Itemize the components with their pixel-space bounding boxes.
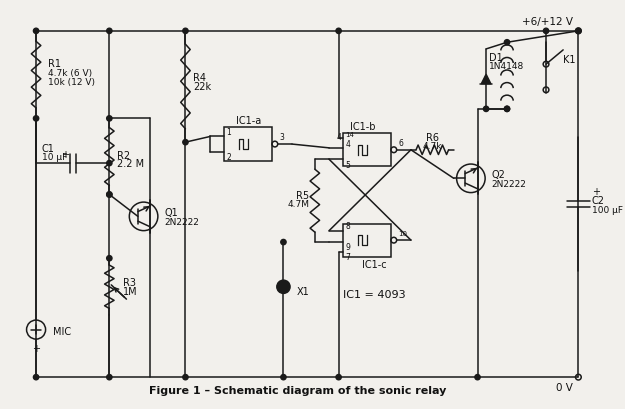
Text: 1: 1 — [226, 128, 231, 137]
Circle shape — [107, 161, 112, 166]
Text: IC1-b: IC1-b — [349, 121, 375, 131]
Circle shape — [107, 29, 112, 34]
Text: +: + — [32, 343, 40, 353]
Text: R5: R5 — [296, 191, 309, 200]
Text: 10: 10 — [399, 230, 408, 236]
Circle shape — [475, 375, 480, 380]
Text: C2: C2 — [592, 196, 605, 206]
Text: 6: 6 — [399, 138, 403, 147]
Circle shape — [182, 375, 188, 380]
Circle shape — [33, 117, 39, 122]
Text: 1N4148: 1N4148 — [489, 61, 524, 70]
Text: C1: C1 — [42, 144, 54, 153]
Text: 3: 3 — [279, 133, 284, 142]
Circle shape — [576, 29, 581, 34]
Polygon shape — [481, 75, 491, 84]
Text: IC1-c: IC1-c — [362, 260, 387, 270]
Circle shape — [33, 375, 39, 380]
Circle shape — [107, 192, 112, 198]
Circle shape — [543, 29, 549, 34]
Text: +: + — [61, 149, 69, 159]
Text: 2N2222: 2N2222 — [492, 179, 527, 188]
Text: Figure 1 – Schematic diagram of the sonic relay: Figure 1 – Schematic diagram of the soni… — [149, 386, 446, 396]
Text: 4: 4 — [336, 133, 341, 142]
Circle shape — [107, 192, 112, 198]
Text: 14: 14 — [345, 131, 354, 137]
Text: R4: R4 — [193, 73, 206, 83]
Circle shape — [336, 29, 341, 34]
Circle shape — [107, 256, 112, 261]
Text: X1: X1 — [297, 286, 309, 296]
Text: Q1: Q1 — [164, 207, 178, 217]
Circle shape — [504, 107, 509, 112]
Circle shape — [504, 107, 509, 112]
Text: 22k: 22k — [193, 82, 211, 92]
Text: +: + — [592, 186, 600, 196]
Circle shape — [33, 29, 39, 34]
Text: 2: 2 — [226, 153, 231, 162]
Text: 7: 7 — [345, 252, 350, 261]
Text: 4.7M: 4.7M — [287, 200, 309, 209]
Text: R6: R6 — [426, 133, 439, 143]
Text: 9: 9 — [345, 243, 350, 252]
Text: 8: 8 — [345, 222, 350, 231]
Circle shape — [107, 375, 112, 380]
Text: 100 μF: 100 μF — [592, 206, 622, 215]
Text: IC1-a: IC1-a — [236, 115, 261, 126]
Text: R2: R2 — [117, 150, 130, 160]
Text: IC1 = 4093: IC1 = 4093 — [342, 290, 405, 300]
Text: 0 V: 0 V — [556, 382, 572, 392]
Text: 5: 5 — [345, 160, 350, 169]
Circle shape — [483, 107, 489, 112]
Circle shape — [107, 117, 112, 122]
Circle shape — [281, 240, 286, 245]
Text: 10 μF: 10 μF — [42, 153, 67, 162]
Text: 4.7k: 4.7k — [422, 142, 442, 151]
Text: R1: R1 — [49, 59, 61, 69]
Circle shape — [504, 40, 509, 46]
Circle shape — [182, 29, 188, 34]
Text: 2.2 M: 2.2 M — [117, 159, 144, 169]
Circle shape — [281, 375, 286, 380]
Text: +6/+12 V: +6/+12 V — [522, 17, 572, 27]
Circle shape — [182, 140, 188, 146]
Circle shape — [277, 281, 290, 294]
Text: 4.7k (6 V): 4.7k (6 V) — [49, 69, 92, 78]
Text: D1: D1 — [489, 52, 502, 63]
Text: 10k (12 V): 10k (12 V) — [49, 78, 96, 87]
Text: 4: 4 — [345, 139, 350, 148]
Text: MIC: MIC — [53, 327, 71, 337]
Text: Q2: Q2 — [492, 169, 506, 179]
Text: 1M: 1M — [122, 286, 138, 296]
Text: R3: R3 — [122, 277, 136, 287]
Circle shape — [336, 375, 341, 380]
Text: K1: K1 — [563, 55, 576, 65]
Text: 2N2222: 2N2222 — [164, 217, 199, 226]
